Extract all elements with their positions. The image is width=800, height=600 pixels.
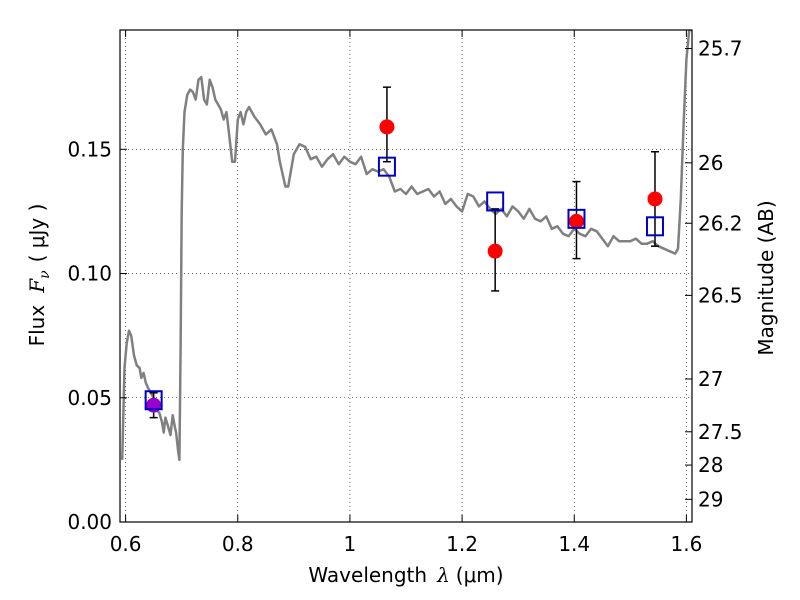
y-axis-label-text: Flux: [25, 305, 49, 347]
x-tick-label: 0.6: [110, 532, 142, 556]
model-photometry-marker: [144, 390, 163, 411]
y-axis-label-subscript: ν: [37, 270, 53, 279]
model-photometry-marker: [645, 216, 664, 237]
y-tick-label: 0.10: [67, 262, 112, 286]
model-photometry-marker: [567, 208, 586, 229]
right-axis-tick-label: 28: [698, 453, 723, 477]
x-tick-label: 1: [344, 532, 357, 556]
right-axis-tick-label: 27: [698, 367, 723, 391]
model-spectrum-line: [120, 30, 692, 462]
y-tick-label: 0.00: [67, 510, 112, 534]
x-tick-label: 1.2: [446, 532, 478, 556]
x-tick-label: 1.6: [670, 532, 702, 556]
data-point-marker: [146, 397, 162, 413]
data-points-layer: [144, 86, 664, 419]
right-axis-label: Magnitude (AB): [754, 200, 778, 355]
y-axis-label-symbol: F: [25, 278, 49, 294]
model-spectrum-layer: [120, 30, 692, 462]
x-axis-label: Wavelength λ (μm): [308, 563, 503, 587]
y-axis-label-unit: ( μJy ): [25, 204, 49, 263]
right-axis-tick-label: 29: [698, 487, 723, 511]
data-point-marker: [487, 243, 503, 259]
right-axis-tick-label: 26.2: [698, 211, 743, 235]
axis-ticks: 0.6 0.8 1 1.2 1.4 1.6 0.00 0.05 0.10 0.15 25.7 26 26…: [67, 30, 743, 556]
y-axis-label: Flux Fν ( μJy ): [25, 204, 53, 347]
model-photometry-marker: [486, 191, 505, 212]
x-axis-label-symbol: λ: [436, 563, 450, 587]
x-tick-label: 1.4: [558, 532, 590, 556]
data-point-marker: [568, 213, 584, 229]
plot-frame: [119, 29, 693, 523]
x-axis-label-unit: (μm): [456, 563, 504, 587]
x-axis-label-text: Wavelength: [308, 563, 427, 587]
y-tick-label: 0.05: [67, 386, 112, 410]
model-photometry-marker: [377, 156, 396, 177]
right-axis-tick-label: 25.7: [698, 37, 743, 61]
y-tick-label: 0.15: [67, 137, 112, 161]
right-axis-tick-label: 27.5: [698, 420, 743, 444]
right-axis-tick-label: 26: [698, 151, 723, 175]
data-point-marker: [379, 119, 395, 135]
right-axis-tick-label: 26.5: [698, 283, 743, 307]
data-point-marker: [647, 191, 663, 207]
x-tick-label: 0.8: [222, 532, 254, 556]
